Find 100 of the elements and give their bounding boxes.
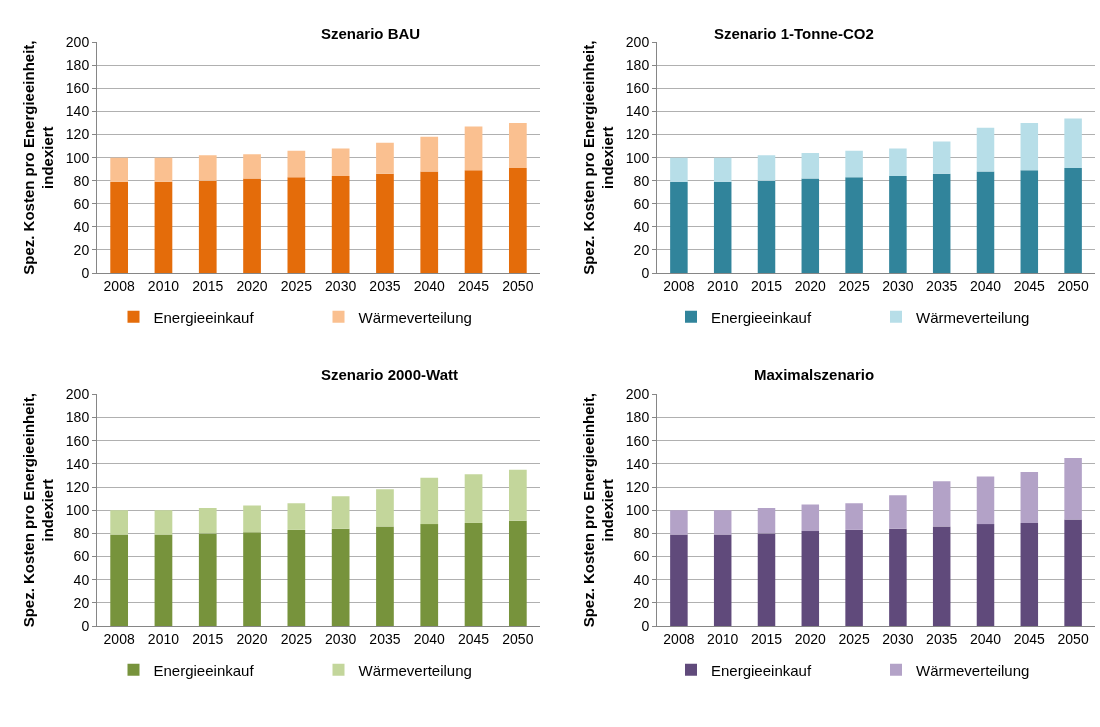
- bar: [110, 181, 129, 274]
- bar: [508, 123, 527, 169]
- bar: [464, 474, 483, 523]
- y-tick-label: 100: [65, 502, 90, 519]
- bar: [331, 148, 350, 177]
- y-tick-label: 20: [73, 594, 90, 611]
- legend-label: Wärmeverteilung: [916, 661, 1030, 679]
- bar: [243, 178, 261, 274]
- bar: [1020, 123, 1039, 171]
- bar: [801, 504, 820, 532]
- bar: [464, 170, 483, 274]
- x-tick-label: 2025: [280, 630, 313, 647]
- bar: [1064, 168, 1082, 274]
- bar: [713, 534, 732, 627]
- y-tick-label: 60: [73, 195, 90, 212]
- y-tick-label: 120: [65, 478, 90, 495]
- bar: [1064, 519, 1082, 627]
- y-tick-label: 100: [65, 149, 90, 166]
- bar: [287, 529, 306, 627]
- x-tick-label: 2050: [1057, 277, 1089, 294]
- bar: [976, 171, 995, 274]
- x-tick-label: 2015: [192, 630, 224, 647]
- x-tick-label: 2040: [969, 277, 1002, 294]
- legend-label: Energieeinkauf: [153, 308, 255, 326]
- bar: [1064, 458, 1082, 520]
- bar: [376, 526, 394, 627]
- x-tick-label: 2010: [707, 630, 739, 647]
- x-tick-label: 2040: [969, 630, 1002, 647]
- y-tick-label: 60: [633, 195, 650, 212]
- bar: [198, 533, 217, 627]
- bar: [845, 529, 863, 627]
- y-tick-label: 20: [633, 241, 650, 258]
- y-tick-label: 100: [625, 149, 650, 166]
- y-tick-label: 180: [625, 409, 650, 426]
- y-tick-label: 160: [625, 432, 650, 449]
- x-tick-label: 2025: [838, 277, 870, 294]
- bar: [845, 177, 863, 274]
- y-tick-label: 20: [73, 241, 90, 258]
- bar: [889, 495, 907, 529]
- bar: [670, 510, 688, 535]
- y-tick-label: 20: [633, 594, 650, 611]
- y-tick-label: 40: [633, 218, 650, 235]
- bar: [198, 180, 217, 274]
- legend-label: Wärmeverteilung: [916, 308, 1030, 326]
- bar: [508, 520, 527, 627]
- bar: [331, 496, 350, 529]
- x-tick-label: 2020: [794, 277, 827, 294]
- y-tick-label: 40: [73, 218, 90, 235]
- chart-title: Szenario BAU: [321, 25, 421, 42]
- bar: [110, 510, 129, 535]
- x-tick-label: 2008: [103, 277, 135, 294]
- y-tick-label: 160: [625, 80, 650, 97]
- bar: [889, 148, 907, 177]
- y-tick-label: 120: [65, 126, 90, 143]
- x-tick-label: 2030: [325, 277, 357, 294]
- y-tick-label: 140: [625, 103, 650, 120]
- bar: [976, 524, 995, 627]
- bar: [1064, 118, 1082, 169]
- x-tick-label: 2045: [457, 630, 490, 647]
- y-tick-label: 180: [65, 57, 90, 74]
- chart-title: Szenario 2000-Watt: [321, 366, 458, 383]
- y-tick-label: 60: [633, 548, 650, 565]
- y-tick-label: 200: [65, 34, 90, 51]
- legend-label: Wärmeverteilung: [358, 308, 472, 326]
- y-tick-label: 120: [625, 126, 650, 143]
- x-tick-label: 2035: [369, 277, 401, 294]
- bar: [154, 181, 173, 274]
- bar: [420, 136, 439, 172]
- bar: [670, 181, 688, 274]
- y-tick-label: 0: [641, 617, 650, 634]
- legend-label: Energieeinkauf: [153, 661, 255, 679]
- x-tick-label: 2045: [457, 277, 490, 294]
- x-tick-label: 2035: [926, 630, 958, 647]
- x-tick-label: 2025: [280, 277, 313, 294]
- x-tick-label: 2040: [413, 630, 446, 647]
- x-tick-label: 2010: [707, 277, 739, 294]
- bar: [420, 171, 439, 274]
- x-tick-label: 2008: [103, 630, 135, 647]
- bar: [287, 150, 306, 178]
- y-tick-label: 80: [633, 172, 650, 189]
- y-axis-title: Spez. Kosten pro Energieeinheit, indexiert: [19, 393, 57, 628]
- y-tick-label: 0: [81, 617, 90, 634]
- y-tick-label: 40: [633, 571, 650, 588]
- bar: [464, 126, 483, 171]
- x-tick-label: 2030: [882, 277, 914, 294]
- bar: [713, 510, 732, 535]
- bar: [932, 526, 951, 627]
- bar: [154, 157, 173, 182]
- bar: [243, 154, 261, 179]
- bar: [932, 141, 951, 174]
- bar: [845, 150, 863, 178]
- x-tick-label: 2045: [1013, 277, 1046, 294]
- x-tick-label: 2050: [502, 630, 534, 647]
- x-tick-label: 2040: [413, 277, 446, 294]
- bar: [376, 173, 394, 274]
- chart-title: Szenario 1-Tonne-CO2: [714, 25, 874, 42]
- x-tick-label: 2020: [794, 630, 827, 647]
- bar: [670, 157, 688, 182]
- bar: [376, 142, 394, 174]
- y-tick-label: 40: [73, 571, 90, 588]
